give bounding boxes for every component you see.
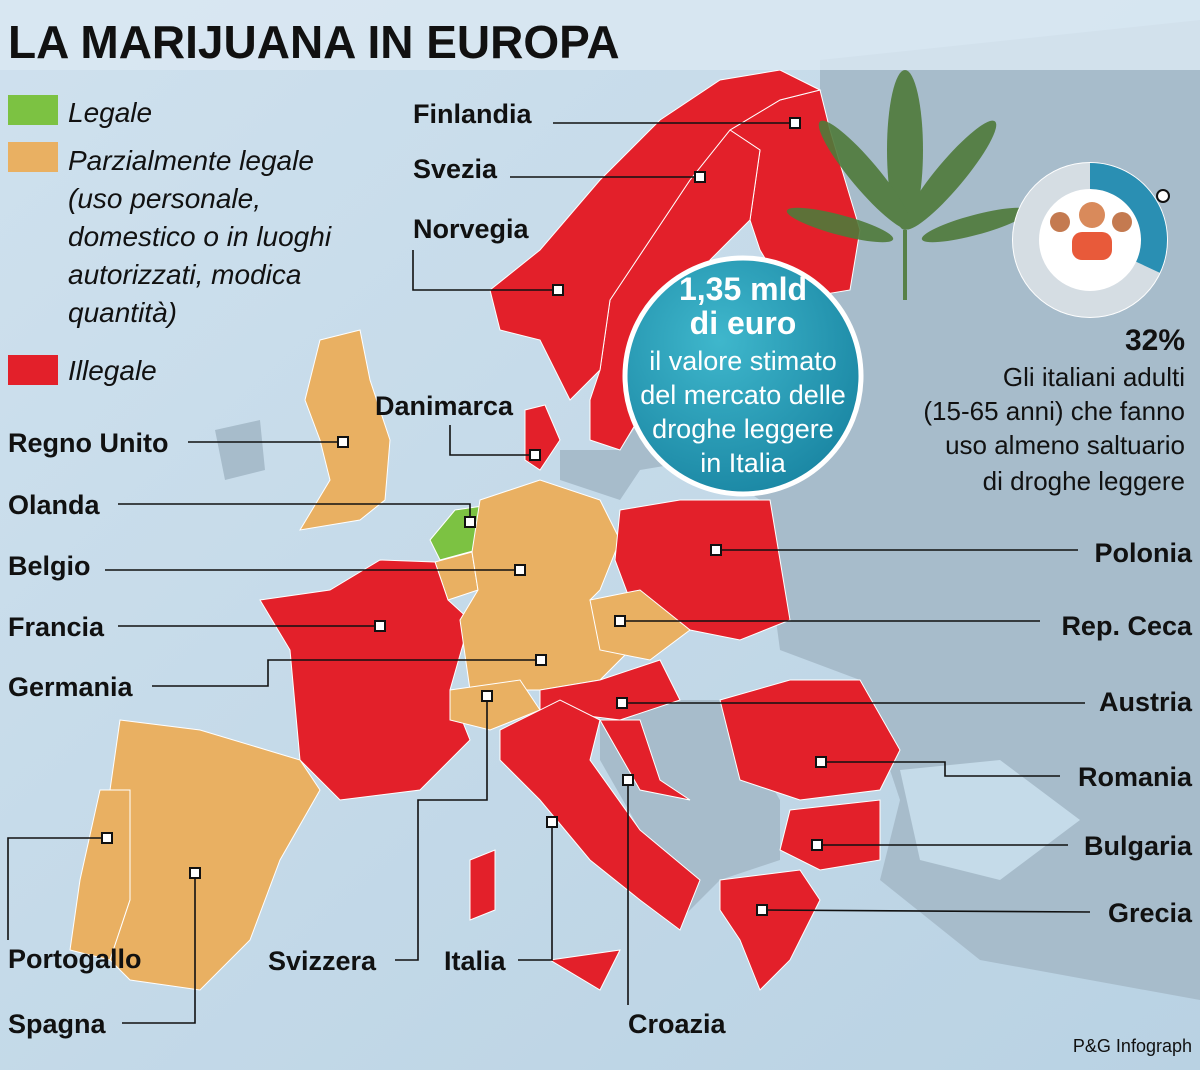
country-label: Austria bbox=[1099, 687, 1193, 717]
stat-text: di droghe leggere bbox=[983, 466, 1185, 496]
stat-text: Gli italiani adulti bbox=[1003, 362, 1185, 392]
marker bbox=[374, 620, 386, 632]
leader-line bbox=[449, 425, 535, 456]
marker bbox=[616, 697, 628, 709]
marker bbox=[614, 615, 626, 627]
leader-line bbox=[412, 250, 558, 291]
country-shape bbox=[109, 719, 321, 991]
country-label: Norvegia bbox=[413, 214, 530, 244]
marker bbox=[546, 816, 558, 828]
country-label: Bulgaria bbox=[1084, 831, 1193, 861]
leader-line bbox=[518, 822, 553, 961]
marker bbox=[694, 171, 706, 183]
leader-line bbox=[152, 659, 541, 687]
leader-line bbox=[7, 837, 107, 940]
legend-label: Parzialmente legale bbox=[68, 145, 314, 176]
leader-line bbox=[821, 761, 1060, 777]
marker bbox=[815, 756, 827, 768]
highlight-text: 1,35 mld bbox=[679, 271, 807, 307]
legend-swatch bbox=[8, 95, 58, 125]
marker bbox=[710, 544, 722, 556]
country-shape bbox=[719, 869, 821, 991]
cannabis-leaf bbox=[786, 70, 1029, 300]
legend-label: (uso personale, bbox=[68, 183, 261, 214]
marker bbox=[464, 516, 476, 528]
country-label: Germania bbox=[8, 672, 134, 702]
country-label: Svezia bbox=[413, 154, 498, 184]
country-label: Rep. Ceca bbox=[1061, 611, 1193, 641]
leader-line bbox=[122, 873, 196, 1024]
country-label: Svizzera bbox=[268, 946, 377, 976]
title: LA MARIJUANA IN EUROPA bbox=[8, 16, 620, 68]
leader-line bbox=[395, 696, 488, 961]
marker bbox=[552, 284, 564, 296]
highlight-text: droghe leggere bbox=[652, 414, 834, 444]
highlight-text: il valore stimato bbox=[649, 346, 837, 376]
marker bbox=[101, 832, 113, 844]
country-label: Danimarca bbox=[375, 391, 514, 421]
donut-icon bbox=[1012, 162, 1170, 318]
marker bbox=[481, 690, 493, 702]
marker bbox=[756, 904, 768, 916]
legend-label: Illegale bbox=[68, 355, 157, 386]
country-shape bbox=[299, 329, 391, 531]
legend-label: domestico o in luoghi bbox=[68, 221, 332, 252]
country-label: Italia bbox=[444, 946, 507, 976]
country-label: Regno Unito bbox=[8, 428, 168, 458]
credit: P&G Infograph bbox=[1073, 1036, 1192, 1056]
marker bbox=[337, 436, 349, 448]
country-label: Spagna bbox=[8, 1009, 107, 1039]
title-band bbox=[0, 0, 1200, 70]
marker bbox=[529, 449, 541, 461]
marker bbox=[514, 564, 526, 576]
country-shape bbox=[548, 949, 621, 991]
legend-label: Legale bbox=[68, 97, 152, 128]
country-label: Finlandia bbox=[413, 99, 532, 129]
country-label: Belgio bbox=[8, 551, 91, 581]
stat-text: (15-65 anni) che fanno bbox=[923, 396, 1185, 426]
marker bbox=[789, 117, 801, 129]
country-label: Croazia bbox=[628, 1009, 727, 1039]
legend-label: autorizzati, modica bbox=[68, 259, 301, 290]
country-shape bbox=[779, 799, 881, 871]
country-label: Portogallo bbox=[8, 944, 142, 974]
country-shape bbox=[469, 849, 496, 921]
donut-arc bbox=[1089, 163, 1167, 273]
country-label: Francia bbox=[8, 612, 105, 642]
country-shape bbox=[459, 479, 641, 691]
country-shape bbox=[589, 589, 691, 661]
legend-label: quantità) bbox=[68, 297, 177, 328]
marker bbox=[811, 839, 823, 851]
leader-line bbox=[761, 909, 1091, 913]
legend-swatch bbox=[8, 142, 58, 172]
legend-swatch bbox=[8, 355, 58, 385]
stat-text: uso almeno saltuario bbox=[945, 430, 1185, 460]
highlight-text: di euro bbox=[690, 305, 797, 341]
country-shapes bbox=[69, 69, 901, 991]
country-shape bbox=[719, 679, 901, 801]
country-label: Grecia bbox=[1108, 898, 1193, 928]
highlight-text: in Italia bbox=[700, 448, 787, 478]
marker bbox=[535, 654, 547, 666]
country-label: Polonia bbox=[1094, 538, 1192, 568]
marker bbox=[189, 867, 201, 879]
country-shape bbox=[449, 679, 541, 731]
country-label: Olanda bbox=[8, 490, 101, 520]
country-label: Romania bbox=[1078, 762, 1193, 792]
marker bbox=[622, 774, 634, 786]
country-shape bbox=[489, 69, 822, 401]
highlight-text: del mercato delle bbox=[640, 380, 846, 410]
stat-value: 32% bbox=[1125, 324, 1185, 357]
country-shape bbox=[499, 699, 701, 931]
labels: Finlandia Svezia Norvegia Danimarca Regno Un… bbox=[7, 95, 1193, 1039]
